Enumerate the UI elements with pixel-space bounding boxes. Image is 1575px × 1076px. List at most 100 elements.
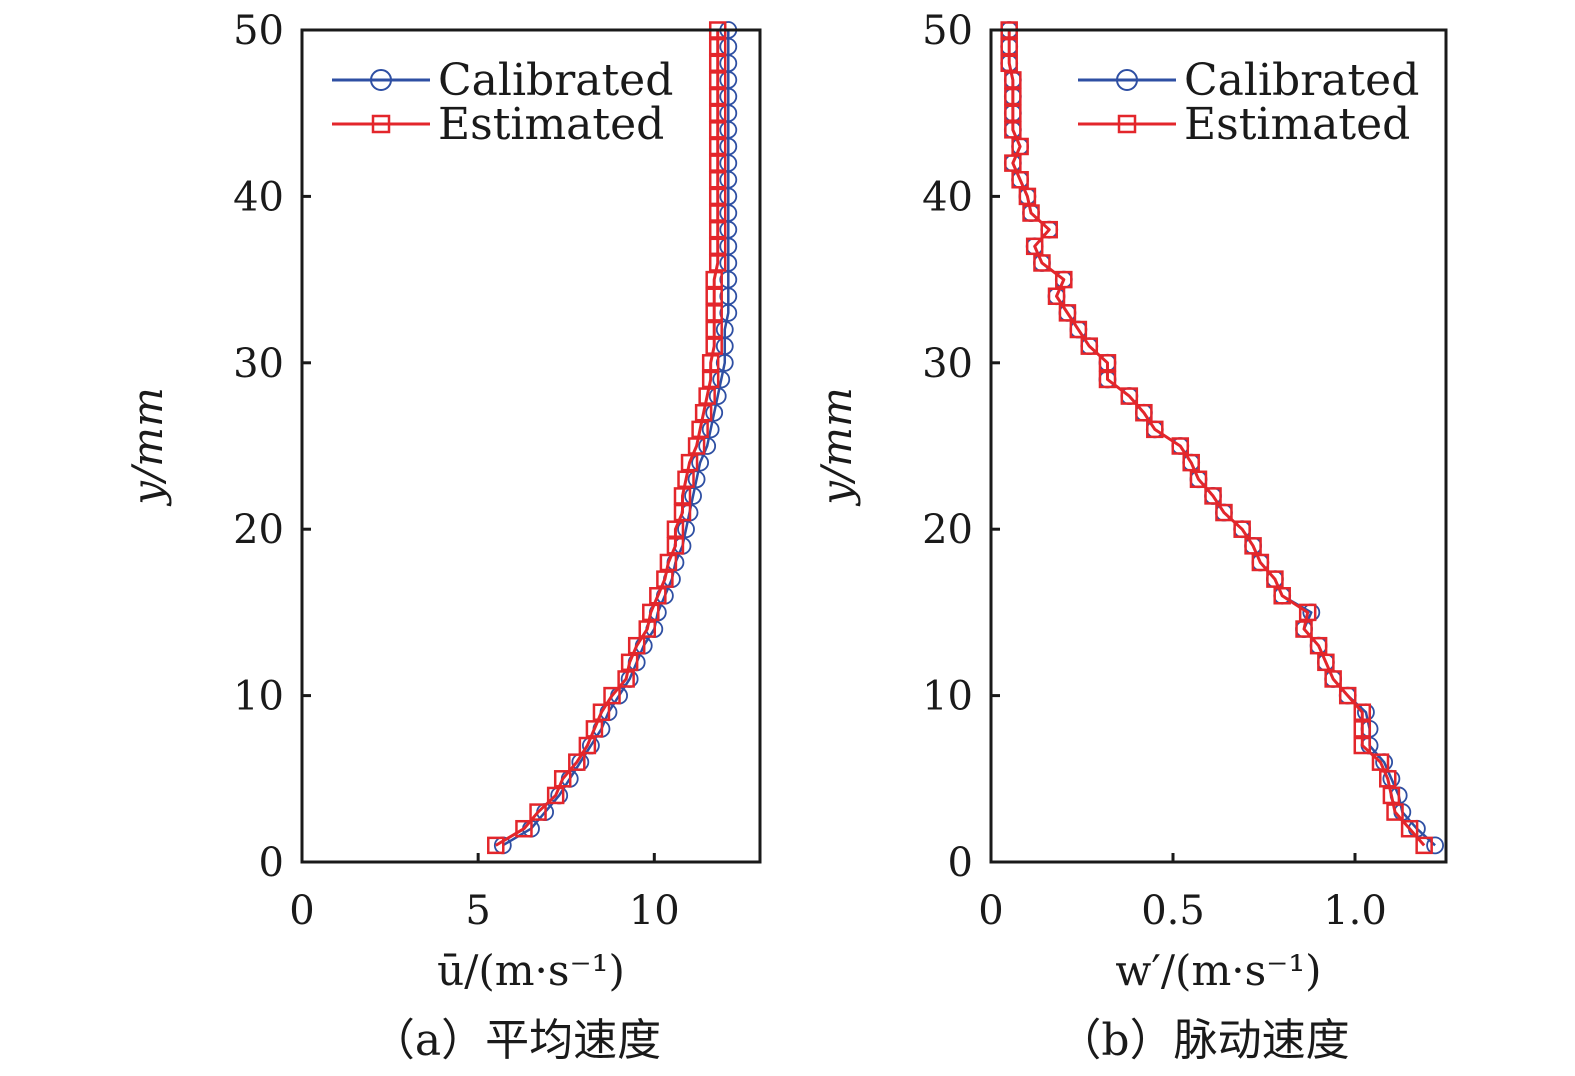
estimated-data-point xyxy=(708,54,727,73)
panel-a-series xyxy=(487,21,738,855)
estimated-data-point xyxy=(578,736,597,755)
estimated-data-point xyxy=(1182,453,1200,472)
x-tick-label: 0 xyxy=(289,888,314,934)
estimated-data-point xyxy=(708,137,727,156)
estimated-data-point xyxy=(1251,553,1270,572)
estimated-data-point xyxy=(1098,370,1117,389)
estimated-data-point xyxy=(701,370,720,389)
estimated-data-point xyxy=(1098,354,1117,372)
legend-calibrated-label: Calibrated xyxy=(438,55,673,106)
estimated-data-point xyxy=(708,121,727,139)
panel-b-ticks: 0 0.5 1.0 0 10 20 30 40 50 xyxy=(922,8,1387,934)
estimated-data-point xyxy=(1273,587,1291,605)
legend-estimated-square-marker xyxy=(371,114,391,134)
estimated-line xyxy=(1007,30,1426,847)
estimated-data-point xyxy=(1004,104,1022,122)
estimated-data-point xyxy=(1415,836,1433,855)
estimated-data-point xyxy=(487,836,505,855)
estimated-data-point xyxy=(546,786,565,805)
estimated-data-point xyxy=(659,553,678,572)
estimated-data-point xyxy=(1400,819,1419,838)
estimated-data-point xyxy=(585,720,604,738)
estimated-data-point xyxy=(1040,220,1058,239)
estimated-data-point xyxy=(1233,520,1251,538)
estimated-data-point xyxy=(1338,686,1357,705)
estimated-data-point xyxy=(1379,770,1397,788)
x-tick-label: 0 xyxy=(978,888,1003,934)
estimated-data-point xyxy=(638,620,657,638)
estimated-data-point xyxy=(1371,753,1390,771)
y-tick-label: 30 xyxy=(922,341,973,387)
panel-a-axes-frame xyxy=(300,28,762,864)
estimated-data-point xyxy=(694,403,713,422)
estimated-data-point xyxy=(708,37,727,56)
panel-a-caption: （a）平均速度 xyxy=(371,1015,661,1066)
estimated-data-point xyxy=(1120,387,1139,405)
panel-a-ticks: 0 5 10 0 10 20 30 40 50 xyxy=(233,8,680,934)
panel-b-y-axis-label: y/mm xyxy=(812,387,861,507)
estimated-data-point xyxy=(705,304,723,322)
estimated-data-point xyxy=(1033,254,1051,272)
estimated-data-point xyxy=(1317,653,1335,672)
estimated-data-point xyxy=(708,171,727,189)
estimated-data-point xyxy=(1000,37,1018,56)
estimated-data-point xyxy=(708,204,727,222)
panel-b-x-axis-label: w′/(m·s⁻¹) xyxy=(1115,946,1321,995)
y-tick-label: 10 xyxy=(233,674,284,720)
estimated-data-point xyxy=(1324,670,1342,688)
estimated-data-point xyxy=(592,703,611,721)
estimated-data-point xyxy=(1171,437,1190,455)
estimated-data-point xyxy=(1353,736,1372,755)
estimated-data-point xyxy=(1080,337,1099,355)
y-tick-label: 20 xyxy=(233,507,284,553)
x-tick-label: 1.0 xyxy=(1323,888,1387,934)
estimated-data-point xyxy=(666,520,685,538)
panel-b-legend: Calibrated Estimated xyxy=(1078,55,1419,150)
panel-a-mean-velocity: 0 5 10 0 10 20 30 40 50 Calibrated Estimated ū/(… xyxy=(123,8,762,1066)
estimated-data-point xyxy=(553,770,572,788)
estimated-data-point xyxy=(708,220,727,239)
legend-estimated-label: Estimated xyxy=(1184,99,1410,150)
estimated-data-point xyxy=(1298,603,1317,622)
y-tick-label: 50 xyxy=(233,8,284,54)
estimated-data-point xyxy=(708,237,727,256)
estimated-data-point xyxy=(515,819,533,838)
calibrated-line xyxy=(1007,30,1436,847)
series-estimated xyxy=(1000,21,1433,855)
estimated-data-point xyxy=(1215,503,1233,522)
estimated-data-point xyxy=(1004,71,1022,89)
estimated-data-point xyxy=(708,104,727,122)
estimated-data-point xyxy=(620,653,639,672)
estimated-data-point xyxy=(1146,420,1164,439)
panel-a-y-axis-label: y/mm xyxy=(123,387,172,507)
estimated-data-point xyxy=(1204,487,1222,505)
estimated-data-point xyxy=(1382,786,1401,805)
estimated-data-point xyxy=(691,420,709,439)
estimated-data-point xyxy=(701,354,720,372)
y-tick-label: 40 xyxy=(233,174,284,220)
estimated-data-point xyxy=(1025,237,1044,256)
legend-estimated-square-marker xyxy=(1117,114,1137,134)
y-tick-label: 0 xyxy=(948,840,973,886)
estimated-data-point xyxy=(1135,403,1153,422)
estimated-data-point xyxy=(677,470,695,489)
legend-calibrated-label: Calibrated xyxy=(1184,55,1419,106)
estimated-data-point xyxy=(642,603,660,622)
legend-calibrated-circle-marker xyxy=(370,69,392,91)
calibrated-data-point xyxy=(712,370,731,389)
estimated-data-point xyxy=(1055,270,1073,289)
estimated-data-point xyxy=(1295,620,1313,638)
y-tick-label: 10 xyxy=(922,674,973,720)
x-tick-label: 0.5 xyxy=(1141,888,1205,934)
estimated-data-point xyxy=(1309,636,1328,655)
estimated-data-point xyxy=(1353,703,1372,721)
panel-b-caption: （b）脉动速度 xyxy=(1057,1015,1349,1066)
estimated-data-point xyxy=(1000,54,1018,73)
estimated-data-point xyxy=(680,453,699,472)
y-tick-label: 50 xyxy=(922,8,973,54)
legend-calibrated-circle-marker xyxy=(1116,69,1138,91)
panel-b-axes-frame xyxy=(989,28,1448,864)
estimated-data-point xyxy=(705,337,723,355)
estimated-data-point xyxy=(708,187,727,206)
